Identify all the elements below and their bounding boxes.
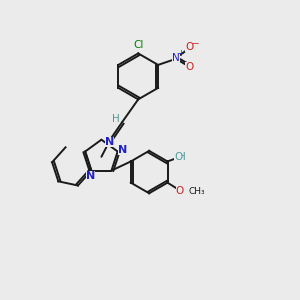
Text: N: N bbox=[105, 137, 114, 147]
Text: O: O bbox=[185, 42, 194, 52]
Text: N: N bbox=[172, 53, 180, 63]
Text: O: O bbox=[176, 186, 184, 196]
Text: O: O bbox=[174, 152, 182, 162]
Text: +: + bbox=[178, 49, 184, 58]
Text: N: N bbox=[118, 145, 128, 155]
Text: CH₃: CH₃ bbox=[188, 187, 205, 196]
Text: H: H bbox=[112, 114, 119, 124]
Text: −: − bbox=[191, 39, 199, 48]
Text: Cl: Cl bbox=[133, 40, 143, 50]
Text: H: H bbox=[178, 152, 186, 162]
Text: N: N bbox=[86, 171, 95, 181]
Text: O: O bbox=[185, 62, 194, 72]
